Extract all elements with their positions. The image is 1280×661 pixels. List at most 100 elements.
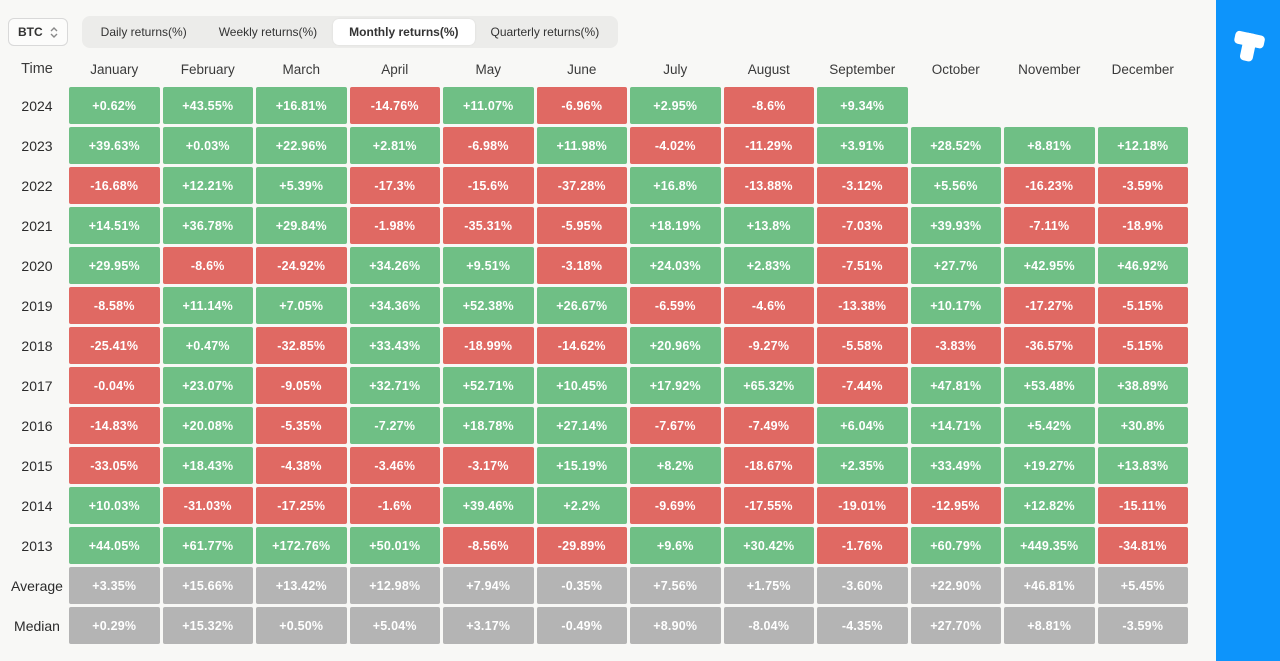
return-cell: -0.49% (536, 607, 627, 644)
return-cell: -24.92% (256, 247, 347, 284)
return-cell: -18.67% (723, 447, 814, 484)
returns-period-tabs: Daily returns(%) Weekly returns(%) Monthly… (81, 16, 619, 48)
return-cell: -14.76% (349, 87, 440, 124)
column-header-august: August (747, 61, 790, 77)
return-cell: +11.07% (443, 87, 534, 124)
return-cell: +20.96% (630, 327, 721, 364)
return-cell: +14.71% (910, 407, 1001, 444)
return-cell: +20.08% (162, 407, 253, 444)
return-cell-empty (1004, 87, 1095, 124)
column-header-june: June (567, 61, 597, 77)
row-label-2018: 2018 (21, 337, 53, 354)
return-cell: +33.49% (910, 447, 1001, 484)
main-content: BTC Daily returns(%) Weekly returns(%) Mon… (8, 16, 1189, 644)
return-cell: +449.35% (1004, 527, 1095, 564)
return-cell: +15.32% (162, 607, 253, 644)
return-cell: -6.98% (443, 127, 534, 164)
return-cell: -4.35% (817, 607, 908, 644)
return-cell: +5.39% (256, 167, 347, 204)
tab-weekly[interactable]: Weekly returns(%) (218, 25, 318, 39)
return-cell: +29.84% (256, 207, 347, 244)
brand-sidebar (1216, 0, 1280, 661)
return-cell: -4.6% (723, 287, 814, 324)
tab-quarterly[interactable]: Quarterly returns(%) (490, 25, 600, 39)
return-cell: +30.42% (723, 527, 814, 564)
return-cell: +5.56% (910, 167, 1001, 204)
return-cell: +8.81% (1004, 127, 1095, 164)
return-cell: -7.67% (630, 407, 721, 444)
return-cell: +46.81% (1004, 567, 1095, 604)
return-cell: +5.45% (1097, 567, 1188, 604)
return-cell: +12.18% (1097, 127, 1188, 164)
return-cell: +34.26% (349, 247, 440, 284)
row-label-median: Median (14, 617, 60, 634)
return-cell: +19.27% (1004, 447, 1095, 484)
return-cell: +60.79% (910, 527, 1001, 564)
column-header-october: October (931, 61, 980, 77)
return-cell: +11.98% (536, 127, 627, 164)
brand-logo-icon (1234, 30, 1265, 62)
return-cell: +50.01% (349, 527, 440, 564)
return-cell: -1.98% (349, 207, 440, 244)
return-cell: -37.28% (536, 167, 627, 204)
return-cell: -33.05% (69, 447, 160, 484)
return-cell: -13.38% (817, 287, 908, 324)
return-cell: +9.6% (630, 527, 721, 564)
return-cell: +32.71% (349, 367, 440, 404)
return-cell: +10.45% (536, 367, 627, 404)
tab-monthly[interactable]: Monthly returns(%) (333, 19, 475, 45)
return-cell: -8.56% (443, 527, 534, 564)
return-cell: +28.52% (910, 127, 1001, 164)
asset-select[interactable]: BTC (8, 18, 68, 46)
return-cell: -17.27% (1004, 287, 1095, 324)
return-cell: +8.90% (630, 607, 721, 644)
row-label-2023: 2023 (21, 137, 53, 154)
return-cell: +30.8% (1097, 407, 1188, 444)
return-cell: +33.43% (349, 327, 440, 364)
return-cell: +8.81% (1004, 607, 1095, 644)
return-cell-empty (1098, 87, 1189, 124)
return-cell: +46.92% (1097, 247, 1188, 284)
return-cell: -18.9% (1097, 207, 1188, 244)
column-header-april: April (381, 61, 409, 77)
return-cell: +0.62% (69, 87, 160, 124)
row-label-2020: 2020 (21, 257, 53, 274)
return-cell: -17.55% (723, 487, 814, 524)
return-cell: +23.07% (162, 367, 253, 404)
return-cell: -5.95% (536, 207, 627, 244)
return-cell: +1.75% (723, 567, 814, 604)
return-cell: -1.76% (817, 527, 908, 564)
return-cell: +172.76% (256, 527, 347, 564)
return-cell: +2.95% (630, 87, 721, 124)
return-cell: +7.56% (630, 567, 721, 604)
return-cell: +2.83% (723, 247, 814, 284)
return-cell: +7.05% (256, 287, 347, 324)
return-cell: -6.59% (630, 287, 721, 324)
return-cell: -5.35% (256, 407, 347, 444)
return-cell: +10.03% (69, 487, 160, 524)
row-label-2016: 2016 (21, 417, 53, 434)
return-cell: +42.95% (1004, 247, 1095, 284)
return-cell: +6.04% (817, 407, 908, 444)
return-cell: +29.95% (69, 247, 160, 284)
return-cell: +47.81% (910, 367, 1001, 404)
return-cell-empty (911, 87, 1002, 124)
return-cell: +9.51% (443, 247, 534, 284)
return-cell: -16.23% (1004, 167, 1095, 204)
return-cell: -3.12% (817, 167, 908, 204)
return-cell: -14.83% (69, 407, 160, 444)
return-cell: -32.85% (256, 327, 347, 364)
tab-daily[interactable]: Daily returns(%) (100, 25, 187, 39)
return-cell: +61.77% (162, 527, 253, 564)
return-cell: +18.78% (443, 407, 534, 444)
return-cell: -7.27% (349, 407, 440, 444)
return-cell: -15.11% (1097, 487, 1188, 524)
return-cell: -4.38% (256, 447, 347, 484)
column-header-january: January (90, 61, 139, 77)
return-cell: -13.88% (723, 167, 814, 204)
return-cell: -8.58% (69, 287, 160, 324)
return-cell: +15.66% (162, 567, 253, 604)
column-header-december: December (1111, 61, 1174, 77)
return-cell: +5.42% (1004, 407, 1095, 444)
